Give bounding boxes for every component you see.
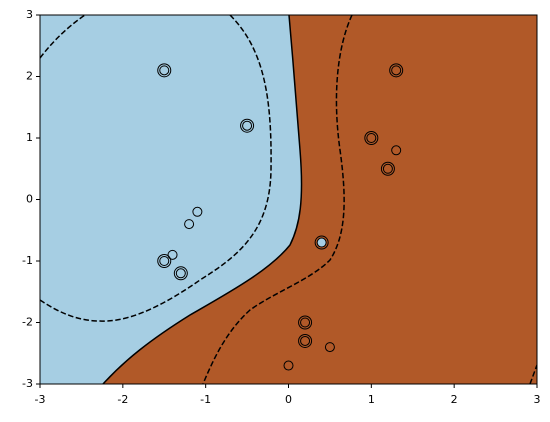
- support-vector: [314, 235, 329, 250]
- margin-line: [40, 15, 86, 59]
- x-tick-label: 3: [534, 393, 541, 406]
- point: [175, 268, 186, 279]
- support-vector: [364, 131, 379, 145]
- point: [192, 206, 203, 217]
- x-tick-label: -1: [200, 393, 211, 406]
- margin-line: [529, 364, 537, 384]
- point: [167, 249, 178, 260]
- y-tick-label: 2: [26, 70, 33, 83]
- decision-boundary: [102, 15, 303, 384]
- x-tick-label: 0: [285, 393, 292, 406]
- point: [391, 145, 402, 156]
- region-blue: [40, 15, 302, 384]
- support-vector: [157, 254, 172, 268]
- point: [283, 360, 294, 371]
- support-vector: [157, 63, 172, 78]
- y-tick-label: -3: [22, 377, 33, 390]
- support-vector: [240, 118, 255, 133]
- y-tick-label: 3: [26, 8, 33, 21]
- margin-line: [40, 15, 272, 322]
- support-vector: [298, 333, 313, 348]
- point: [184, 219, 195, 230]
- point: [242, 120, 253, 131]
- point: [324, 342, 335, 353]
- support-vector: [298, 315, 313, 330]
- support-vector: [380, 161, 395, 176]
- point: [300, 335, 311, 346]
- y-tick-label: 0: [26, 193, 33, 206]
- point: [366, 133, 377, 143]
- support-vector: [173, 266, 188, 281]
- x-tick-label: 1: [368, 393, 375, 406]
- support-vector: [389, 63, 404, 78]
- y-tick-label: -2: [22, 316, 33, 329]
- margins: [40, 15, 537, 384]
- point: [391, 65, 402, 76]
- margin-line: [202, 15, 353, 384]
- point: [316, 237, 327, 248]
- point: [382, 163, 393, 174]
- x-tick-label: 2: [451, 393, 458, 406]
- y-tick-label: 1: [26, 131, 33, 144]
- decision-regions: [40, 15, 537, 384]
- point: [300, 317, 311, 328]
- x-tick-label: -2: [117, 393, 128, 406]
- point: [159, 256, 170, 266]
- x-tick-label: -3: [35, 393, 46, 406]
- point: [159, 65, 170, 76]
- y-tick-label: -1: [22, 254, 33, 267]
